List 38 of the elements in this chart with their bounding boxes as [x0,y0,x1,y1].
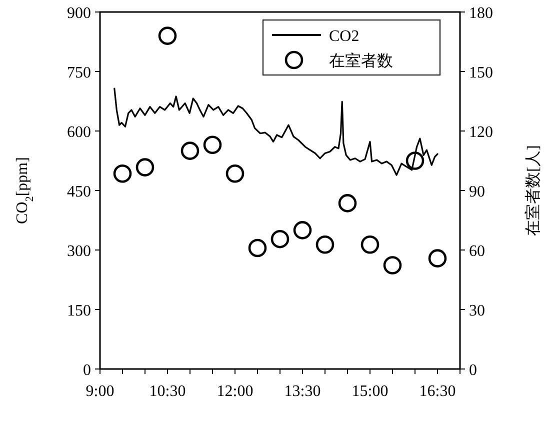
point [383,256,402,274]
point [293,221,312,240]
y2-tick-label: 90 [469,184,485,200]
point [428,249,447,268]
x-tick-label: 13:30 [284,383,321,400]
legend-label: CO2 [329,28,360,45]
line-series [114,88,438,176]
point [248,238,267,258]
point [203,136,222,154]
y-tick-label: 300 [67,243,91,260]
y2-tick-label: 150 [469,64,493,82]
y2-tick-label: 60 [469,243,485,260]
y-tick-label: 750 [67,64,91,82]
x-tick-label: 15:00 [352,383,388,400]
y-tick-label: 0 [83,362,91,379]
x-tick-label: 16:30 [419,383,456,400]
point [158,26,177,45]
y2-tick-label: 180 [469,5,493,22]
y-tick-label: 150 [67,302,91,320]
y-tick-label: 450 [67,184,91,200]
point [136,158,154,176]
y-tick-label: 900 [67,5,91,22]
point [316,235,334,254]
legend-label: 在室者数 [329,52,393,70]
point [113,164,132,183]
x-tick-label: 10:30 [149,383,186,400]
point [180,142,200,160]
x-tick-label: 9:00 [86,383,114,400]
y-tick-label: 600 [67,124,91,141]
point [226,164,244,183]
y2-axis-title: 在室者数[人] [524,145,542,236]
y2-tick-label: 0 [469,362,477,379]
y2-tick-label: 30 [469,302,485,320]
point [270,230,290,248]
point [338,194,357,212]
y2-tick-label: 120 [469,124,493,141]
point [360,235,380,254]
x-tick-label: 12:00 [216,383,254,400]
